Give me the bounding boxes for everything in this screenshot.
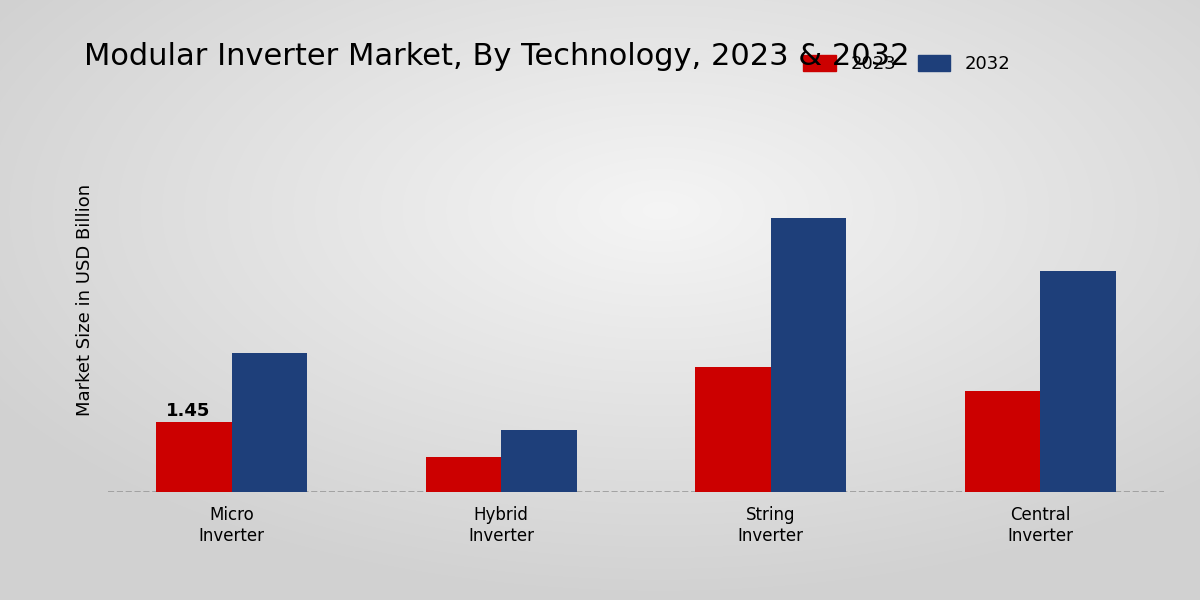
Bar bbox=[232, 353, 307, 492]
Bar bbox=[965, 391, 1040, 492]
Bar bbox=[502, 430, 577, 492]
Y-axis label: Market Size in USD Billion: Market Size in USD Billion bbox=[76, 184, 94, 416]
Bar bbox=[695, 367, 770, 492]
Bar bbox=[426, 457, 502, 492]
Bar bbox=[156, 422, 232, 492]
Bar bbox=[770, 218, 846, 492]
Legend: 2023, 2032: 2023, 2032 bbox=[796, 48, 1018, 80]
Bar bbox=[1040, 271, 1116, 492]
Text: 1.45: 1.45 bbox=[166, 402, 210, 420]
Text: Modular Inverter Market, By Technology, 2023 & 2032: Modular Inverter Market, By Technology, … bbox=[84, 42, 910, 71]
